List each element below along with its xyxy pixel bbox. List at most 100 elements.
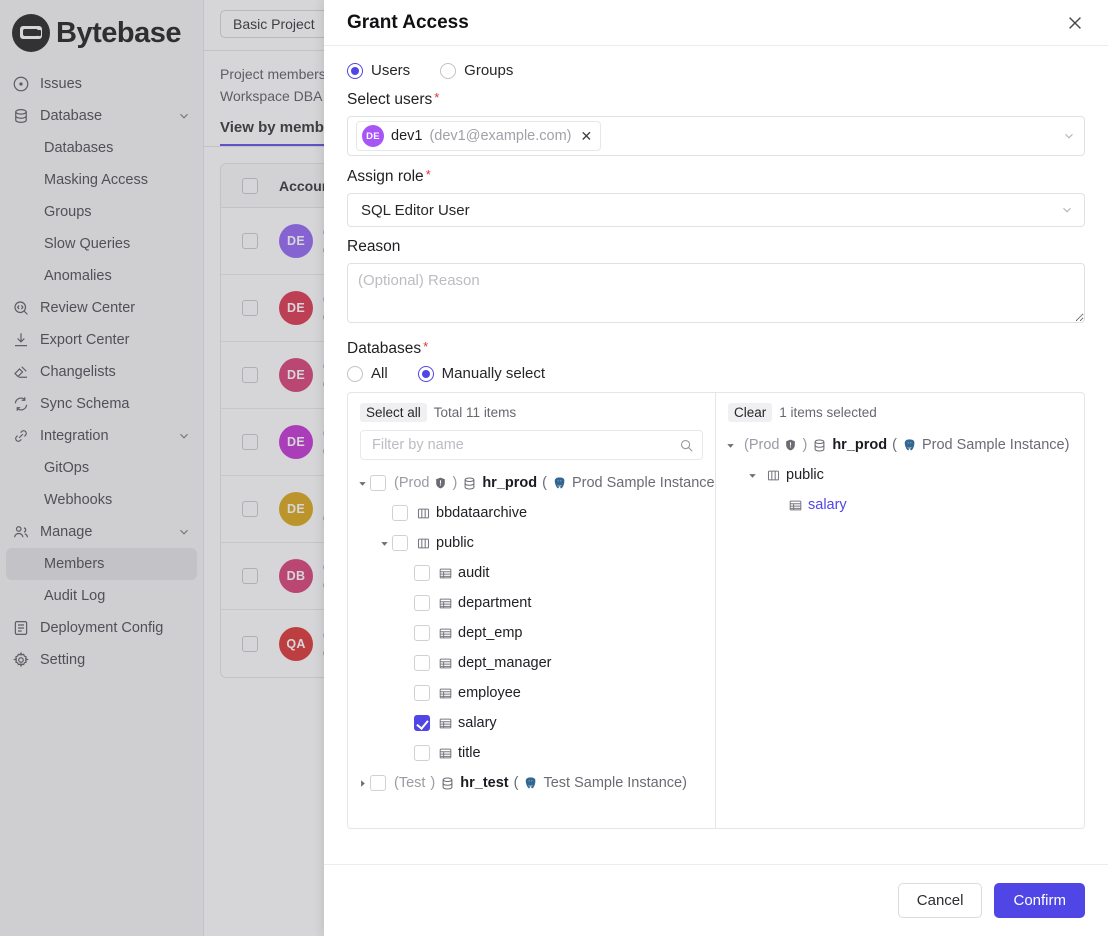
sidebar-item-export-center[interactable]: Export Center <box>6 324 197 356</box>
select-users-input[interactable]: DE dev1 (dev1@example.com) ✕ <box>347 116 1085 156</box>
tree-node-hr_prod[interactable]: (Prod) hr_prod(Prod Sample Instance <box>354 468 715 498</box>
row-checkbox[interactable] <box>242 367 258 383</box>
radio-groups-indicator[interactable] <box>440 62 457 79</box>
select-all-checkbox[interactable] <box>242 177 258 194</box>
row-select-cell[interactable] <box>221 300 279 316</box>
table-name[interactable]: audit <box>458 565 490 581</box>
tree-node-checkbox[interactable] <box>414 715 430 731</box>
tree-node-checkbox[interactable] <box>392 505 408 521</box>
tree-node-checkbox[interactable] <box>370 775 386 791</box>
table-name[interactable]: dept_emp <box>458 625 523 641</box>
row-checkbox[interactable] <box>242 635 258 652</box>
cancel-button[interactable]: Cancel <box>897 883 983 918</box>
tree-node-public[interactable]: public <box>354 528 709 558</box>
schema-name[interactable]: public <box>786 467 824 483</box>
assign-role-select[interactable]: SQL Editor User <box>347 193 1085 227</box>
sidebar-item-issues[interactable]: Issues <box>6 68 197 100</box>
table-name[interactable]: salary <box>458 715 497 731</box>
tree-node-checkbox[interactable] <box>414 685 430 701</box>
database-name[interactable]: hr_prod <box>832 437 888 453</box>
sidebar-item-masking-access[interactable]: Masking Access <box>6 164 197 196</box>
sidebar-item-groups[interactable]: Groups <box>6 196 197 228</box>
tree-node-title[interactable]: title <box>354 738 709 768</box>
close-icon[interactable]: ✕ <box>580 128 593 144</box>
chevron-down-icon[interactable] <box>722 437 738 453</box>
chevron-down-icon[interactable] <box>376 535 392 551</box>
tree-node-checkbox[interactable] <box>392 535 408 551</box>
filter-input[interactable] <box>370 436 674 454</box>
user-tag[interactable]: DE dev1 (dev1@example.com) ✕ <box>356 121 602 151</box>
radio-all-databases[interactable]: All <box>347 365 388 382</box>
sidebar-item-webhooks[interactable]: Webhooks <box>6 484 197 516</box>
row-select-cell[interactable] <box>221 501 279 517</box>
radio-all-indicator[interactable] <box>347 365 363 382</box>
source-tree[interactable]: (Prod) hr_prod(Prod Sample Instance bbdata… <box>348 466 715 828</box>
select-all-button[interactable]: Select all <box>360 403 427 422</box>
select-all-cell[interactable] <box>221 177 279 194</box>
sidebar-item-slow-queries[interactable]: Slow Queries <box>6 228 197 260</box>
sidebar-item-gitops[interactable]: GitOps <box>6 452 197 484</box>
row-select-cell[interactable] <box>221 367 279 383</box>
confirm-button[interactable]: Confirm <box>994 883 1085 918</box>
radio-manually-select[interactable]: Manually select <box>417 365 545 382</box>
chevron-down-icon[interactable] <box>1060 203 1074 217</box>
sidebar-item-manage[interactable]: Manage <box>6 516 197 548</box>
sidebar-item-deployment-config[interactable]: Deployment Config <box>6 612 197 644</box>
tree-node-department[interactable]: department <box>354 588 709 618</box>
row-select-cell[interactable] <box>221 568 279 584</box>
row-checkbox[interactable] <box>242 568 258 584</box>
tab-view-by-member[interactable]: View by member <box>220 119 339 146</box>
sidebar-item-members[interactable]: Members <box>6 548 197 580</box>
radio-manually-select-indicator[interactable] <box>417 365 434 382</box>
table-name[interactable]: dept_manager <box>458 655 552 671</box>
sidebar-item-review-center[interactable]: Review Center <box>6 292 197 324</box>
database-name[interactable]: hr_test <box>460 775 509 791</box>
sidebar-item-anomalies[interactable]: Anomalies <box>6 260 197 292</box>
project-selector[interactable]: Basic Project <box>220 10 328 38</box>
table-name[interactable]: department <box>458 595 532 611</box>
filter-field[interactable] <box>360 430 703 460</box>
database-name[interactable]: hr_prod <box>482 475 538 491</box>
tree-node-public[interactable]: public <box>722 460 1078 490</box>
tree-node-checkbox[interactable] <box>370 475 386 491</box>
tree-node-checkbox[interactable] <box>414 655 430 671</box>
tree-node-checkbox[interactable] <box>414 565 430 581</box>
sidebar-item-databases[interactable]: Databases <box>6 132 197 164</box>
chevron-down-icon[interactable] <box>744 467 760 483</box>
radio-users[interactable]: Users <box>347 62 410 79</box>
tree-node-salary[interactable]: salary <box>354 708 709 738</box>
sidebar-item-setting[interactable]: Setting <box>6 644 197 676</box>
sidebar-item-sync-schema[interactable]: Sync Schema <box>6 388 197 420</box>
chevron-right-icon[interactable] <box>354 775 370 791</box>
sidebar-item-database[interactable]: Database <box>6 100 197 132</box>
tree-node-hr_test[interactable]: (Test) hr_test(Test Sample Instance) <box>354 768 709 798</box>
tree-node-dept_emp[interactable]: dept_emp <box>354 618 709 648</box>
clear-button[interactable]: Clear <box>728 403 773 422</box>
schema-name[interactable]: public <box>436 535 474 551</box>
tree-node-bbdataarchive[interactable]: bbdataarchive <box>354 498 709 528</box>
row-checkbox[interactable] <box>242 501 258 517</box>
row-checkbox[interactable] <box>242 233 258 249</box>
table-name[interactable]: title <box>458 745 481 761</box>
tree-node-dept_manager[interactable]: dept_manager <box>354 648 709 678</box>
row-checkbox[interactable] <box>242 300 258 316</box>
tree-node-audit[interactable]: audit <box>354 558 709 588</box>
target-tree[interactable]: (Prod) hr_prod(Prod Sample Instance) publi… <box>716 428 1084 828</box>
table-name[interactable]: salary <box>808 497 847 513</box>
tree-node-hr_prod[interactable]: (Prod) hr_prod(Prod Sample Instance) <box>722 430 1078 460</box>
row-select-cell[interactable] <box>221 434 279 450</box>
chevron-down-icon[interactable] <box>1062 129 1076 143</box>
reason-input[interactable] <box>347 263 1085 323</box>
sidebar-item-audit-log[interactable]: Audit Log <box>6 580 197 612</box>
brand-logo[interactable]: Bytebase <box>0 0 203 68</box>
row-select-cell[interactable] <box>221 635 279 652</box>
tree-node-checkbox[interactable] <box>414 745 430 761</box>
tree-node-checkbox[interactable] <box>414 625 430 641</box>
radio-users-indicator[interactable] <box>347 62 363 79</box>
tree-node-employee[interactable]: employee <box>354 678 709 708</box>
schema-name[interactable]: bbdataarchive <box>436 505 528 521</box>
close-icon[interactable] <box>1064 12 1086 34</box>
chevron-down-icon[interactable] <box>354 475 370 491</box>
tree-node-salary[interactable]: salary <box>722 490 1078 520</box>
tree-node-checkbox[interactable] <box>414 595 430 611</box>
